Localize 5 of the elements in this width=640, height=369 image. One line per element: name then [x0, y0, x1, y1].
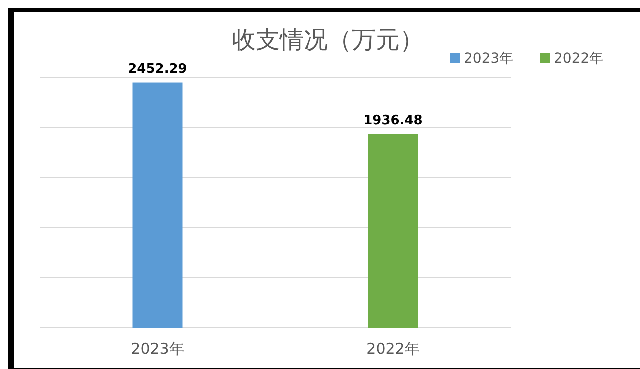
legend-label: 2022年 — [554, 51, 604, 67]
data-label: 2452.29 — [128, 62, 188, 77]
legend-label: 2023年 — [464, 51, 514, 67]
chart-title: 收支情况（万元） — [232, 26, 424, 54]
data-label: 1936.48 — [364, 113, 423, 128]
